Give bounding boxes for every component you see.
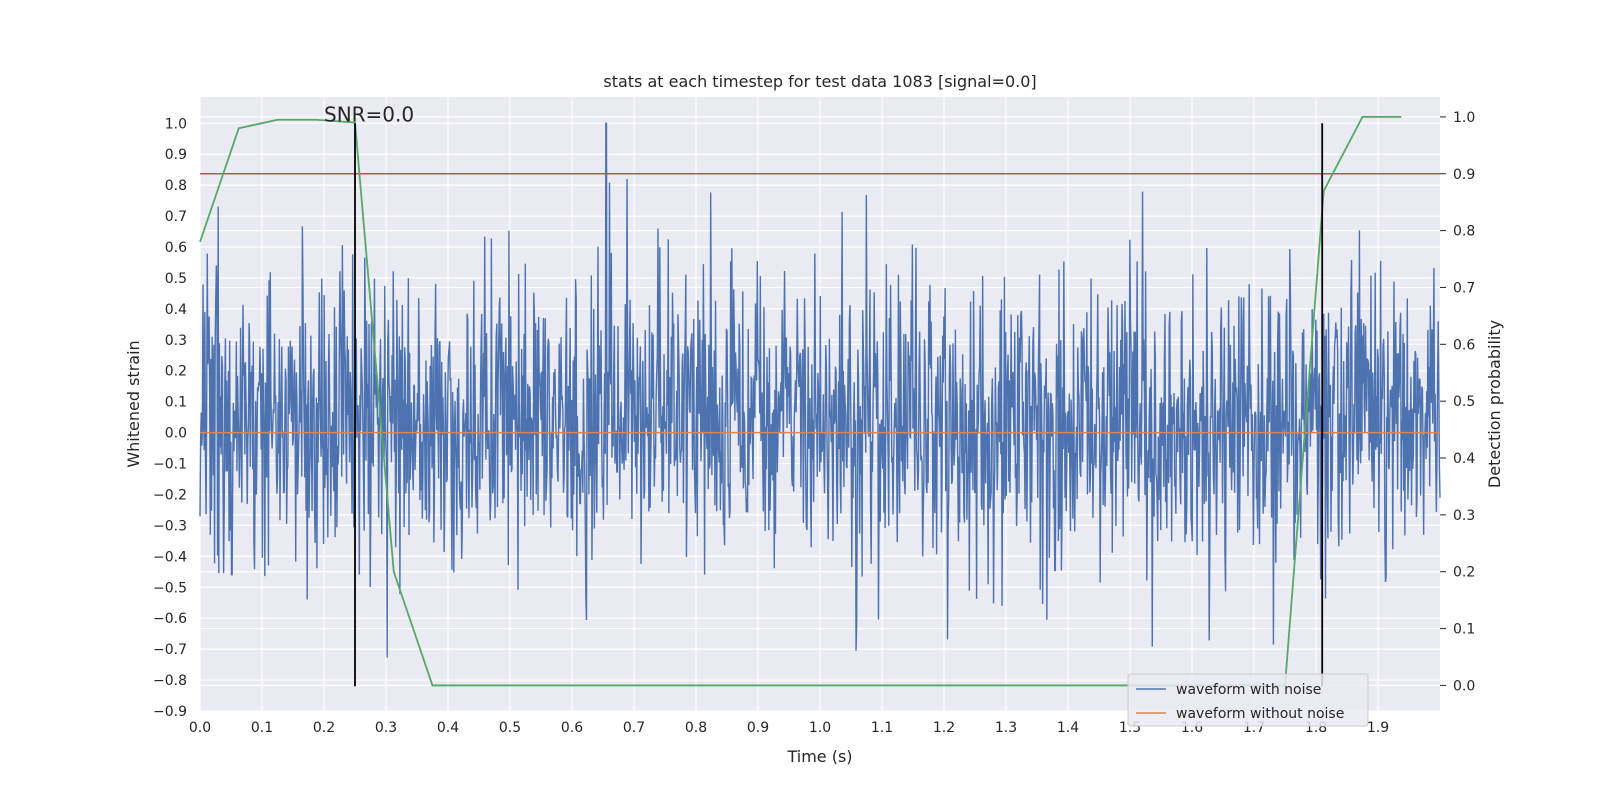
x-tick-label: 1.9 (1367, 720, 1389, 736)
series-waveform-with-noise (199, 122, 1441, 658)
y-tick-label: −0.6 (153, 611, 187, 627)
y-tick-label: 0.9 (165, 147, 187, 163)
y-tick-label: 0.4 (165, 302, 187, 318)
y-tick-label: 0.1 (165, 395, 187, 411)
y-axis-right-label: Detection probability (1485, 320, 1504, 488)
legend: waveform with noise waveform without noi… (1127, 673, 1369, 727)
x-tick-label: 0.9 (747, 720, 769, 736)
legend-box (1127, 673, 1369, 727)
x-tick-label: 0.3 (375, 720, 397, 736)
x-tick-label: 0.4 (437, 720, 459, 736)
y-right-tick-label: 0.9 (1453, 167, 1475, 183)
y-right-tick-label: 0.8 (1453, 224, 1475, 240)
y-tick-label: −0.5 (153, 580, 187, 596)
chart-title: stats at each timestep for test data 108… (603, 72, 1036, 91)
y-axis-label: Whitened strain (124, 340, 143, 467)
x-tick-label: 1.3 (995, 720, 1017, 736)
x-axis-label: Time (s) (786, 747, 852, 766)
y-tick-label: 0.6 (165, 240, 187, 256)
y-tick-label: −0.1 (153, 457, 187, 473)
x-tick-label: 1.0 (809, 720, 831, 736)
y-tick-label: 0.2 (165, 364, 187, 380)
x-tick-label: 0.5 (499, 720, 521, 736)
y-tick-label: 0.5 (165, 271, 187, 287)
x-tick-label: 0.8 (685, 720, 707, 736)
ticks-layer: 0.0 0.1 0.2 0.3 0.4 0.5 0.6 0.7 0.8 0.9 1.0 1.1 1.2 1… (153, 110, 1475, 736)
grid (199, 97, 1440, 712)
y-tick-label: −0.7 (153, 642, 187, 658)
y-tick-label: −0.8 (153, 673, 187, 689)
y-right-tick-label: 0.2 (1453, 565, 1475, 581)
y-right-tick-label: 1.0 (1453, 110, 1475, 126)
y-tick-label: 0.3 (165, 333, 187, 349)
x-tick-label: 0.0 (189, 720, 211, 736)
y-right-tick-label: 0.4 (1453, 451, 1475, 467)
x-tick-label: 1.4 (1057, 720, 1079, 736)
legend-label-waveform-without-noise: waveform without noise (1176, 706, 1344, 722)
series-layer (199, 116, 1441, 687)
x-tick-label: 1.2 (933, 720, 955, 736)
x-tick-label: 0.1 (251, 720, 273, 736)
y-tick-label: 0.0 (165, 426, 187, 442)
snr-annotation: SNR=0.0 (324, 102, 414, 126)
y-right-tick-label: 0.6 (1453, 337, 1475, 353)
y-right-tick-label: 0.1 (1453, 622, 1475, 638)
y-tick-label: −0.4 (153, 549, 187, 565)
y-tick-label: 1.0 (165, 116, 187, 132)
y-right-tick-label: 0.0 (1453, 678, 1475, 694)
y-right-tick-label: 0.7 (1453, 280, 1475, 296)
y-tick-label: 0.8 (165, 178, 187, 194)
y-right-tick-label: 0.5 (1453, 394, 1475, 410)
x-tick-label: 1.1 (871, 720, 893, 736)
y-right-tick-label: 0.3 (1453, 508, 1475, 524)
x-tick-label: 0.2 (313, 720, 335, 736)
x-tick-label: 0.7 (623, 720, 645, 736)
x-tick-label: 0.6 (561, 720, 583, 736)
y-tick-label: 0.7 (165, 209, 187, 225)
legend-label-waveform-with-noise: waveform with noise (1176, 682, 1321, 698)
y-tick-label: −0.3 (153, 518, 187, 534)
y-tick-label: −0.9 (153, 704, 187, 720)
y-tick-label: −0.2 (153, 487, 187, 503)
